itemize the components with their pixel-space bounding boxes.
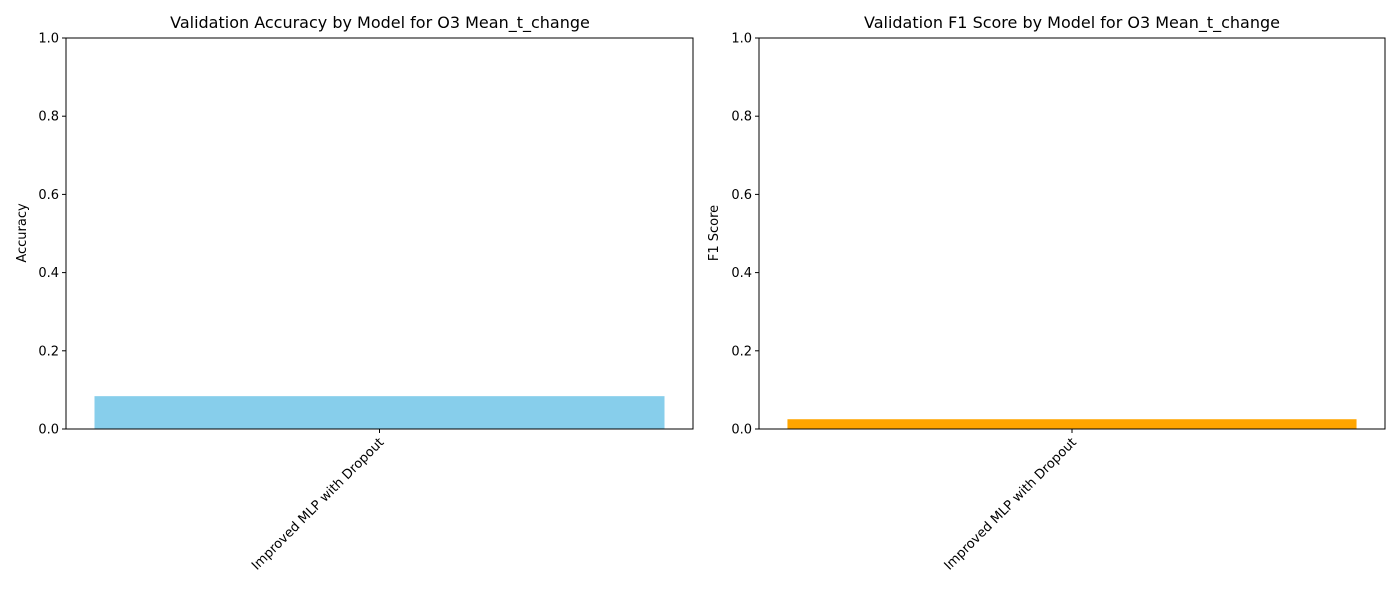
y-axis-label: F1 Score	[707, 205, 722, 261]
y-tick-label: 0.6	[731, 188, 752, 203]
bar	[787, 419, 1357, 429]
y-tick-label: 0.8	[731, 110, 752, 125]
y-tick-label: 1.0	[38, 32, 59, 47]
accuracy-chart: Validation Accuracy by Model for O3 Mean…	[15, 13, 694, 573]
x-tick-label: Improved MLP with Dropout	[942, 435, 1080, 573]
plot-frame	[758, 37, 1386, 430]
y-tick-label: 0.6	[38, 188, 59, 203]
y-tick-label: 0.0	[38, 423, 59, 438]
y-tick-label: 0.2	[731, 344, 752, 359]
y-tick-label: 0.4	[731, 266, 752, 281]
y-tick-label: 1.0	[731, 32, 752, 47]
plot-frame	[65, 37, 694, 430]
y-tick-label: 0.0	[731, 423, 752, 438]
chart-title: Validation Accuracy by Model for O3 Mean…	[170, 13, 590, 33]
f1-score-chart: Validation F1 Score by Model for O3 Mean…	[707, 13, 1386, 573]
bar	[94, 396, 665, 429]
chart-title: Validation F1 Score by Model for O3 Mean…	[864, 13, 1280, 33]
y-tick-label: 0.4	[38, 266, 59, 281]
x-tick-label: Improved MLP with Dropout	[249, 435, 387, 573]
y-axis-label: Accuracy	[15, 203, 30, 263]
y-tick-label: 0.2	[38, 344, 59, 359]
y-tick-label: 0.8	[38, 110, 59, 125]
